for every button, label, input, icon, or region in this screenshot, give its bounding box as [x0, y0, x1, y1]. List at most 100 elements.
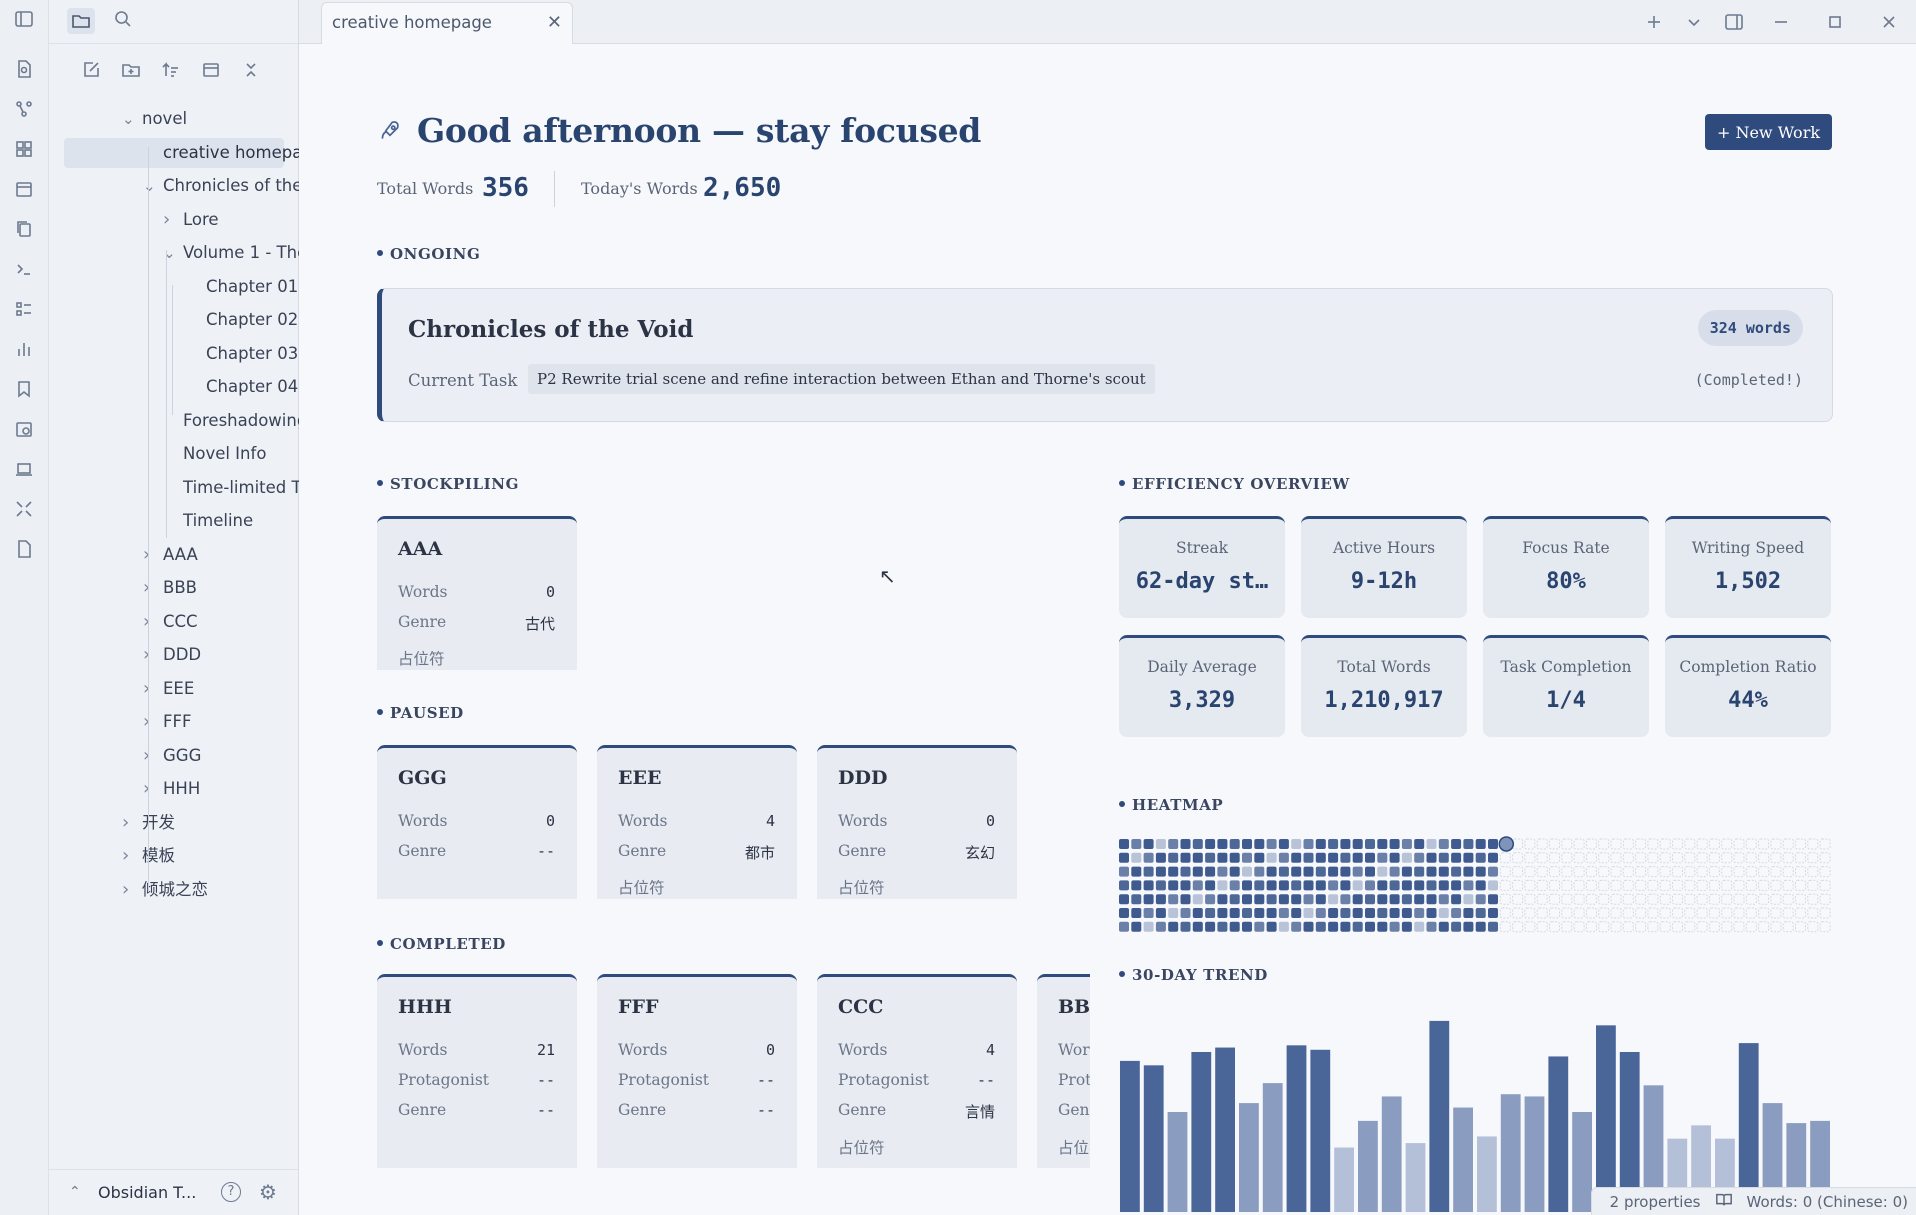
work-card[interactable]: DDD Words 0 Genre 玄幻 占位符	[817, 745, 1017, 899]
new-folder-icon[interactable]	[119, 58, 143, 82]
graph-icon[interactable]	[12, 97, 36, 121]
chevron-right-icon[interactable]: ›	[122, 845, 130, 866]
tree-item[interactable]: EEE ›	[143, 674, 194, 704]
canvas-icon[interactable]	[12, 137, 36, 161]
tree-item[interactable]: DDD ›	[143, 640, 201, 670]
heatmap-cell	[1143, 880, 1154, 891]
chevron-right-icon[interactable]: ›	[143, 577, 151, 598]
terminal-icon[interactable]	[12, 257, 36, 281]
new-tab-icon[interactable]	[1634, 12, 1674, 32]
sidebar-toggle-icon[interactable]	[12, 7, 36, 31]
calendar-clock-icon[interactable]	[12, 417, 36, 441]
laptop-icon[interactable]	[12, 457, 36, 481]
copy-icon[interactable]	[12, 217, 36, 241]
tree-item[interactable]: AAA ›	[143, 540, 198, 570]
tree-item[interactable]: CCC ›	[143, 607, 198, 637]
settings-gear-icon[interactable]: ⚙	[259, 1180, 277, 1204]
tree-item[interactable]: 倾城之恋 ›	[122, 875, 208, 905]
field-label: Genre	[838, 842, 887, 860]
work-card[interactable]: CCC Words 4 Protagonist -- Genre 言情 占位符	[817, 974, 1017, 1168]
heatmap-cell	[1708, 866, 1720, 878]
heatmap-cell	[1647, 907, 1659, 919]
tree-item[interactable]: 开发 ›	[122, 808, 175, 838]
heatmap-cell	[1328, 880, 1339, 891]
heatmap-cell	[1573, 893, 1585, 905]
work-card[interactable]: BBB Words Protagonist Genre 占位符	[1037, 974, 1090, 1168]
tree-item[interactable]: Timeline	[183, 511, 254, 530]
work-field-row: Genre 言情	[838, 1101, 995, 1122]
work-card[interactable]: EEE Words 4 Genre 都市 占位符	[597, 745, 797, 899]
placeholder-text: 占位符	[1058, 1139, 1090, 1157]
chevron-right-icon[interactable]: ›	[143, 543, 151, 565]
new-work-button[interactable]: + New Work	[1705, 114, 1832, 150]
folder-icon[interactable]	[67, 8, 95, 34]
chevron-down-icon[interactable]: ⌄	[143, 177, 156, 195]
minimize-icon[interactable]	[1754, 12, 1808, 32]
work-title: CCC	[838, 996, 884, 1018]
tree-item[interactable]: HHH ›	[143, 774, 200, 804]
auto-reveal-icon[interactable]	[199, 58, 223, 82]
tab-list-chevron-icon[interactable]	[1674, 12, 1714, 32]
heatmap-cell	[1524, 866, 1536, 878]
chevron-right-icon[interactable]: ›	[143, 711, 151, 732]
tree-item[interactable]: Lore ›	[163, 205, 219, 235]
work-card[interactable]: GGG Words 0 Genre --	[377, 745, 577, 899]
work-card[interactable]: AAA Words 0 Genre 古代 占位符	[377, 516, 577, 670]
document-icon[interactable]	[12, 537, 36, 561]
close-tab-icon[interactable]: ✕	[546, 12, 562, 33]
tree-item[interactable]: novel ⌄	[122, 104, 187, 134]
search-icon[interactable]	[113, 9, 133, 33]
heatmap-cell	[1438, 908, 1449, 918]
right-sidebar-toggle-icon[interactable]	[1714, 12, 1754, 32]
tree-item[interactable]: Novel Info	[183, 444, 267, 463]
chevron-right-icon[interactable]: ›	[143, 610, 151, 632]
tree-item[interactable]: FFF ›	[143, 707, 191, 737]
chevron-right-icon[interactable]: ›	[143, 778, 151, 799]
work-card[interactable]: FFF Words 0 Protagonist -- Genre --	[597, 974, 797, 1168]
heatmap-cell	[1328, 852, 1339, 863]
collapse-all-icon[interactable]	[239, 58, 263, 82]
list-icon[interactable]	[12, 297, 36, 321]
tree-item[interactable]: Chronicles of the ... ⌄	[143, 171, 323, 201]
tree-item[interactable]: creative homepage	[64, 137, 323, 168]
ongoing-work-card[interactable]: Chronicles of the Void 324 words Current…	[377, 288, 1833, 422]
chevron-down-icon[interactable]: ⌄	[122, 110, 135, 128]
properties-count[interactable]: 2 properties	[1609, 1192, 1701, 1211]
help-icon[interactable]: ?	[221, 1182, 241, 1202]
tree-item[interactable]: Time-limited Task	[183, 477, 328, 497]
heatmap-cell	[1389, 908, 1400, 918]
tree-item[interactable]: GGG ›	[143, 741, 201, 771]
sort-icon[interactable]	[159, 58, 183, 82]
chevron-right-icon[interactable]: ›	[122, 811, 130, 833]
heatmap-cell	[1254, 866, 1265, 877]
heatmap-cell	[1291, 866, 1302, 877]
vault-switch-icon[interactable]: ⌃	[69, 1184, 81, 1200]
chevron-right-icon[interactable]: ›	[143, 644, 151, 665]
tree-item[interactable]: Foreshadowing	[183, 410, 308, 430]
chevron-right-icon[interactable]: ›	[122, 878, 130, 900]
tab-creative-homepage[interactable]: creative homepage ✕	[321, 2, 573, 44]
chevron-right-icon[interactable]: ›	[163, 208, 171, 230]
chevron-right-icon[interactable]: ›	[143, 744, 151, 766]
tree-item[interactable]: Chapter 04 -	[206, 377, 310, 396]
vault-name[interactable]: Obsidian T...	[98, 1183, 197, 1202]
tree-item[interactable]: BBB ›	[143, 573, 197, 603]
heatmap-cell	[1451, 921, 1462, 932]
activity-heatmap	[1119, 836, 1831, 933]
chevron-right-icon[interactable]: ›	[143, 677, 151, 699]
window-close-icon[interactable]	[1862, 12, 1916, 32]
reading-mode-icon[interactable]	[1715, 1191, 1733, 1213]
new-note-icon[interactable]	[79, 58, 103, 82]
heatmap-cell	[1696, 852, 1708, 864]
calendar-icon[interactable]	[12, 177, 36, 201]
field-label: Genre	[838, 1101, 887, 1119]
bar-chart-icon[interactable]	[12, 337, 36, 361]
heatmap-cell	[1758, 921, 1770, 933]
work-card[interactable]: HHH Words 21 Protagonist -- Genre --	[377, 974, 577, 1168]
maximize-icon[interactable]	[1808, 12, 1862, 32]
tree-item[interactable]: 模板 ›	[122, 841, 175, 871]
expand-icon[interactable]	[12, 497, 36, 521]
heatmap-cell	[1291, 880, 1302, 891]
file-search-icon[interactable]	[12, 57, 36, 81]
bookmark-icon[interactable]	[12, 377, 36, 401]
